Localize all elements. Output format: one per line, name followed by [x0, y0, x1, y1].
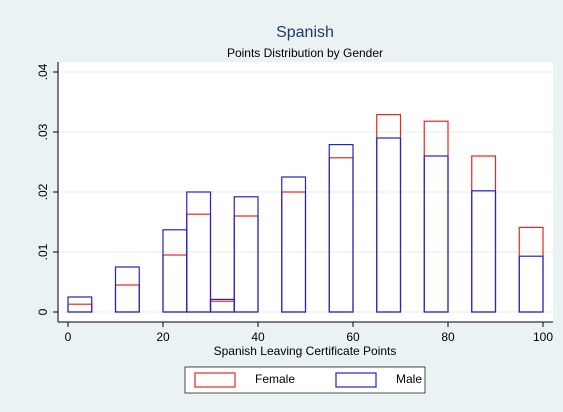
- bar: [471, 190, 497, 313]
- legend: [184, 366, 426, 394]
- x-tick-label: 20: [156, 330, 170, 344]
- bar: [114, 266, 140, 313]
- legend-label: Male: [396, 372, 422, 386]
- y-tick-label: .02: [36, 183, 50, 200]
- y-tick-label: .01: [36, 243, 50, 260]
- x-tick-label: 60: [346, 330, 360, 344]
- chart-title: Spanish: [276, 24, 334, 41]
- bar: [376, 137, 402, 313]
- legend-key: [335, 372, 377, 388]
- bar: [233, 196, 259, 313]
- bar: [186, 191, 212, 313]
- x-tick-label: 40: [251, 330, 265, 344]
- bar: [328, 144, 354, 313]
- legend-label: Female: [255, 372, 295, 386]
- y-tick-label: 0: [36, 308, 50, 315]
- bar: [67, 296, 93, 313]
- bar: [281, 176, 307, 313]
- x-axis-title: Spanish Leaving Certificate Points: [214, 344, 397, 358]
- legend-key: [194, 372, 236, 388]
- bar: [423, 155, 449, 313]
- y-tick-label: .04: [36, 63, 50, 80]
- x-tick-label: 100: [533, 330, 553, 344]
- chart-subtitle: Points Distribution by Gender: [227, 46, 383, 60]
- x-tick-label: 0: [65, 330, 72, 344]
- x-tick-label: 80: [441, 330, 455, 344]
- bar: [518, 255, 544, 313]
- y-tick-label: .03: [36, 123, 50, 140]
